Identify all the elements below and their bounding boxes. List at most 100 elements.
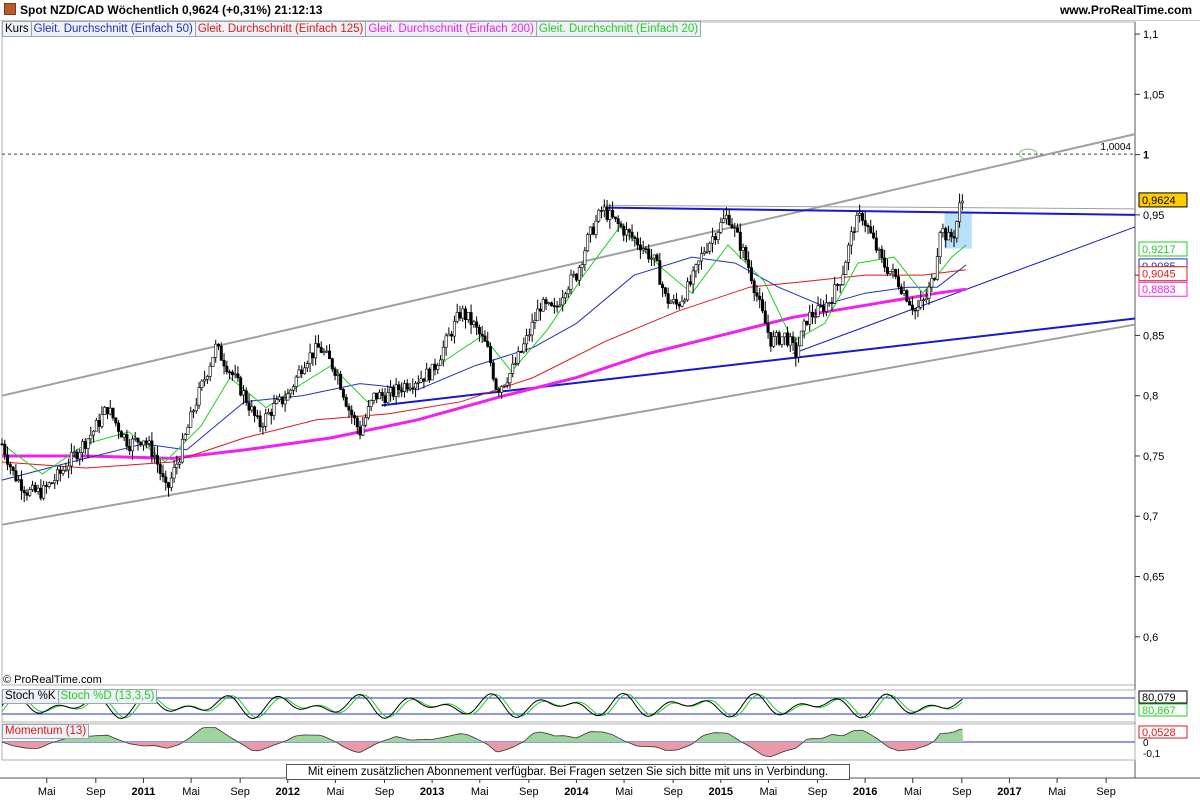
x-tick-label: 2016 [853,786,877,798]
candle-body [147,440,151,444]
x-tick-label: Mai [904,786,922,798]
candle-body [702,251,706,254]
candle-body [36,487,40,492]
candle-body [711,236,715,244]
stoch-k-label[interactable]: Stoch %K [3,690,59,703]
candle-body [874,237,878,251]
candle-body [353,414,357,419]
candle-body [649,257,653,260]
candle-body [555,305,559,308]
candle-body [444,335,448,348]
candle-body [328,350,332,360]
candle-body [153,455,157,457]
candle-body [766,323,770,333]
candle-body [827,302,831,304]
candle-body [383,395,387,403]
ma125-line [1,269,967,469]
title-text: Spot NZD/CAD Wöchentlich 0,9624 (+0,31%)… [20,3,323,17]
candle-body [561,297,565,306]
candle-body [86,438,90,449]
candle-body [286,393,290,401]
legend-ma20[interactable]: Gleit. Durchschnitt (Einfach 20) [538,23,699,35]
candle-body [289,389,293,395]
candle-body [619,223,623,227]
candle-body [502,384,506,387]
legend-kurs[interactable]: Kurs [3,22,32,36]
candle-body [258,415,262,427]
momentum-label[interactable]: Momentum (13) [5,725,87,737]
candle-body [433,363,437,370]
legend-ma125[interactable]: Gleit. Durchschnitt (Einfach 125) [196,22,367,36]
candle-body [103,407,107,415]
candle-body [785,332,789,346]
candle-body [441,346,445,361]
candle-body [602,206,606,211]
candle-body [594,220,598,235]
candle-body [419,378,423,383]
candle-body [641,248,645,251]
candle-body [519,351,523,353]
candle-body [194,404,198,412]
site-link[interactable]: www.ProRealTime.com [1059,3,1192,17]
x-tick-label: Sep [375,786,395,798]
candle-body [0,443,4,446]
y-tick-label: 1 [1143,150,1149,162]
candle-body [833,284,837,304]
candle-body [261,425,265,428]
candle-body [902,290,906,294]
candle-body [264,413,268,427]
stoch-panel [1,689,1136,723]
candle-body [175,463,179,468]
candle-body [688,281,692,285]
candle-body [255,415,259,417]
chart-header: Spot NZD/CAD Wöchentlich 0,9624 (+0,31%)… [0,0,1200,21]
candle-body [400,389,404,392]
candle-body [960,200,964,204]
candle-body [838,284,842,286]
candle-body [597,210,601,222]
candle-body [314,343,318,359]
candle-body [558,304,562,307]
candle-body [616,218,620,224]
candle-body [47,482,51,487]
candle-body [569,274,573,290]
candle-body [958,202,962,222]
candle-body [325,350,329,353]
candle-body [422,378,426,382]
candle-body [494,378,498,390]
candle-body [530,321,534,336]
candle-body [841,274,845,285]
candle-body [228,371,232,374]
candle-body [852,231,856,234]
x-tick-label: Sep [230,786,250,798]
candle-body [730,224,734,229]
candle-body [469,312,473,325]
candle-body [275,399,279,404]
candle-body [780,336,784,345]
candle-body [452,320,456,337]
candle-body [575,273,579,281]
candle-body [219,345,223,361]
candle-body [527,334,531,337]
trendline-1 [1,133,1136,397]
candle-body [638,244,642,251]
y-tick-label: 0,8 [1143,391,1158,403]
candle-body [647,248,651,260]
candle-body [339,373,343,390]
candle-body [283,399,287,405]
candle-body [586,234,590,252]
stoch-d-label[interactable]: Stoch %D (13,3,5) [60,690,155,702]
candle-body [491,362,495,380]
momentum-value-box [1138,725,1188,739]
candle-body [397,384,401,391]
candle-body [627,229,631,233]
candle-body [905,290,909,302]
candle-body [380,392,384,397]
legend-ma200[interactable]: Gleit. Durchschnitt (Einfach 200) [366,22,537,36]
candle-body [11,466,15,471]
candle-body [866,225,870,228]
x-tick-label: 2014 [564,786,589,798]
candle-body [894,269,898,277]
legend-ma50[interactable]: Gleit. Durchschnitt (Einfach 50) [32,22,196,36]
candle-body [600,210,604,212]
